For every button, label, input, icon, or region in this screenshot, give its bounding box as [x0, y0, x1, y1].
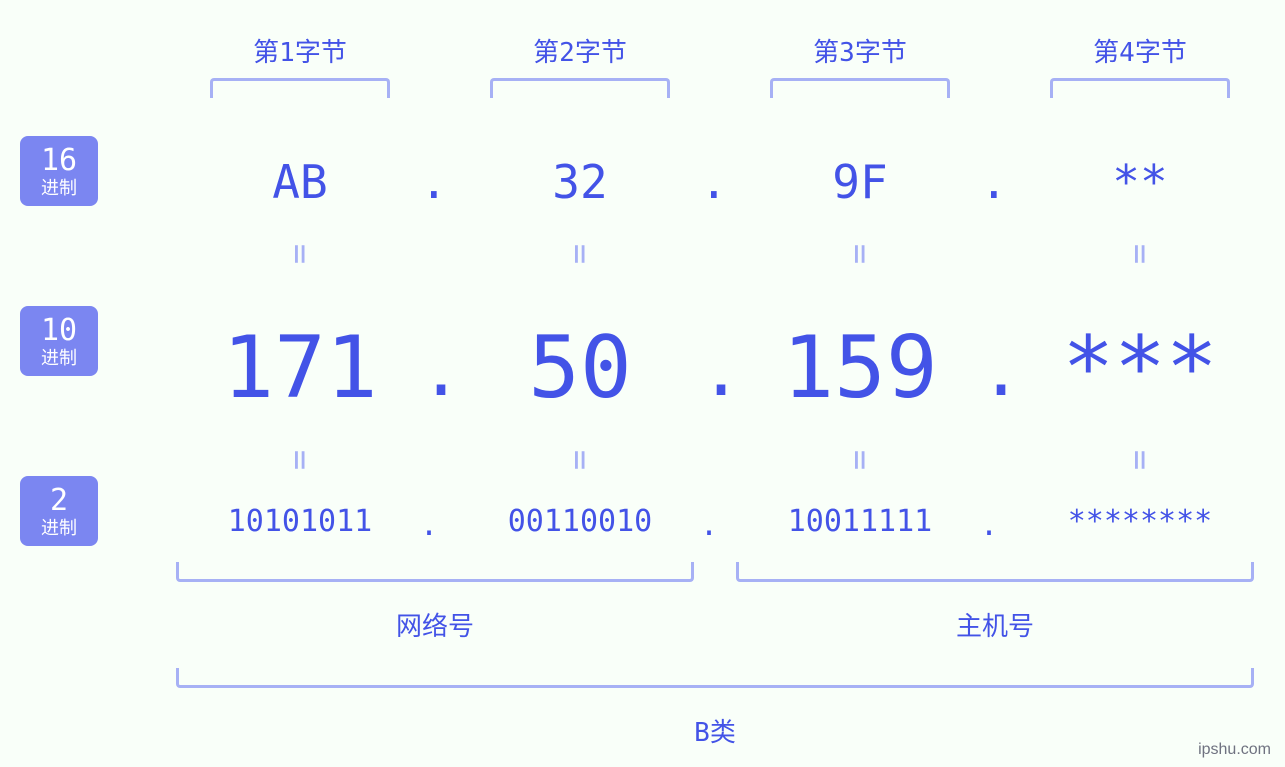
- hex-dot-3: .: [980, 155, 1008, 209]
- base-dec-num: 10: [20, 316, 98, 346]
- byte-label-4: 第4字节: [1015, 32, 1265, 69]
- bin-byte-3: 10011111: [735, 504, 985, 539]
- dec-byte-1: 171: [175, 318, 425, 418]
- equals-icon: =: [560, 244, 600, 264]
- base-bin-num: 2: [20, 486, 98, 516]
- hex-dot-1: .: [420, 155, 448, 209]
- byte-bracket-4: [1050, 78, 1230, 98]
- dec-dot-2: .: [700, 330, 742, 412]
- network-label: 网络号: [176, 606, 694, 643]
- bin-dot-3: .: [980, 508, 998, 543]
- hex-byte-2: 32: [455, 155, 705, 209]
- base-dec-badge: 10 进制: [20, 306, 98, 376]
- byte-bracket-3: [770, 78, 950, 98]
- base-dec-sub: 进制: [20, 350, 98, 368]
- equals-icon: =: [840, 244, 880, 264]
- byte-label-1: 第1字节: [175, 32, 425, 69]
- base-hex-badge: 16 进制: [20, 136, 98, 206]
- bin-dot-1: .: [420, 508, 438, 543]
- host-bracket: [736, 562, 1254, 582]
- byte-label-3: 第3字节: [735, 32, 985, 69]
- equals-icon: =: [1120, 244, 1160, 264]
- hex-dot-2: .: [700, 155, 728, 209]
- dec-dot-3: .: [980, 330, 1022, 412]
- class-bracket: [176, 668, 1254, 688]
- network-bracket: [176, 562, 694, 582]
- byte-bracket-2: [490, 78, 670, 98]
- dec-byte-4: ***: [1015, 318, 1265, 418]
- base-hex-num: 16: [20, 146, 98, 176]
- bin-byte-1: 10101011: [175, 504, 425, 539]
- dec-dot-1: .: [420, 330, 462, 412]
- equals-icon: =: [560, 450, 600, 470]
- dec-byte-3: 159: [735, 318, 985, 418]
- base-bin-sub: 进制: [20, 520, 98, 538]
- equals-icon: =: [280, 244, 320, 264]
- bin-byte-4: ********: [1015, 504, 1265, 539]
- byte-bracket-1: [210, 78, 390, 98]
- hex-byte-1: AB: [175, 155, 425, 209]
- ip-diagram: 第1字节 第2字节 第3字节 第4字节 16 进制 10 进制 2 进制 AB …: [0, 0, 1285, 767]
- watermark-text: ipshu.com: [1198, 741, 1271, 759]
- byte-label-2: 第2字节: [455, 32, 705, 69]
- hex-byte-4: **: [1015, 155, 1265, 209]
- equals-icon: =: [1120, 450, 1160, 470]
- equals-icon: =: [840, 450, 880, 470]
- base-bin-badge: 2 进制: [20, 476, 98, 546]
- equals-icon: =: [280, 450, 320, 470]
- base-hex-sub: 进制: [20, 180, 98, 198]
- bin-byte-2: 00110010: [455, 504, 705, 539]
- host-label: 主机号: [736, 606, 1254, 643]
- bin-dot-2: .: [700, 508, 718, 543]
- hex-byte-3: 9F: [735, 155, 985, 209]
- dec-byte-2: 50: [455, 318, 705, 418]
- class-label: B类: [176, 712, 1254, 749]
